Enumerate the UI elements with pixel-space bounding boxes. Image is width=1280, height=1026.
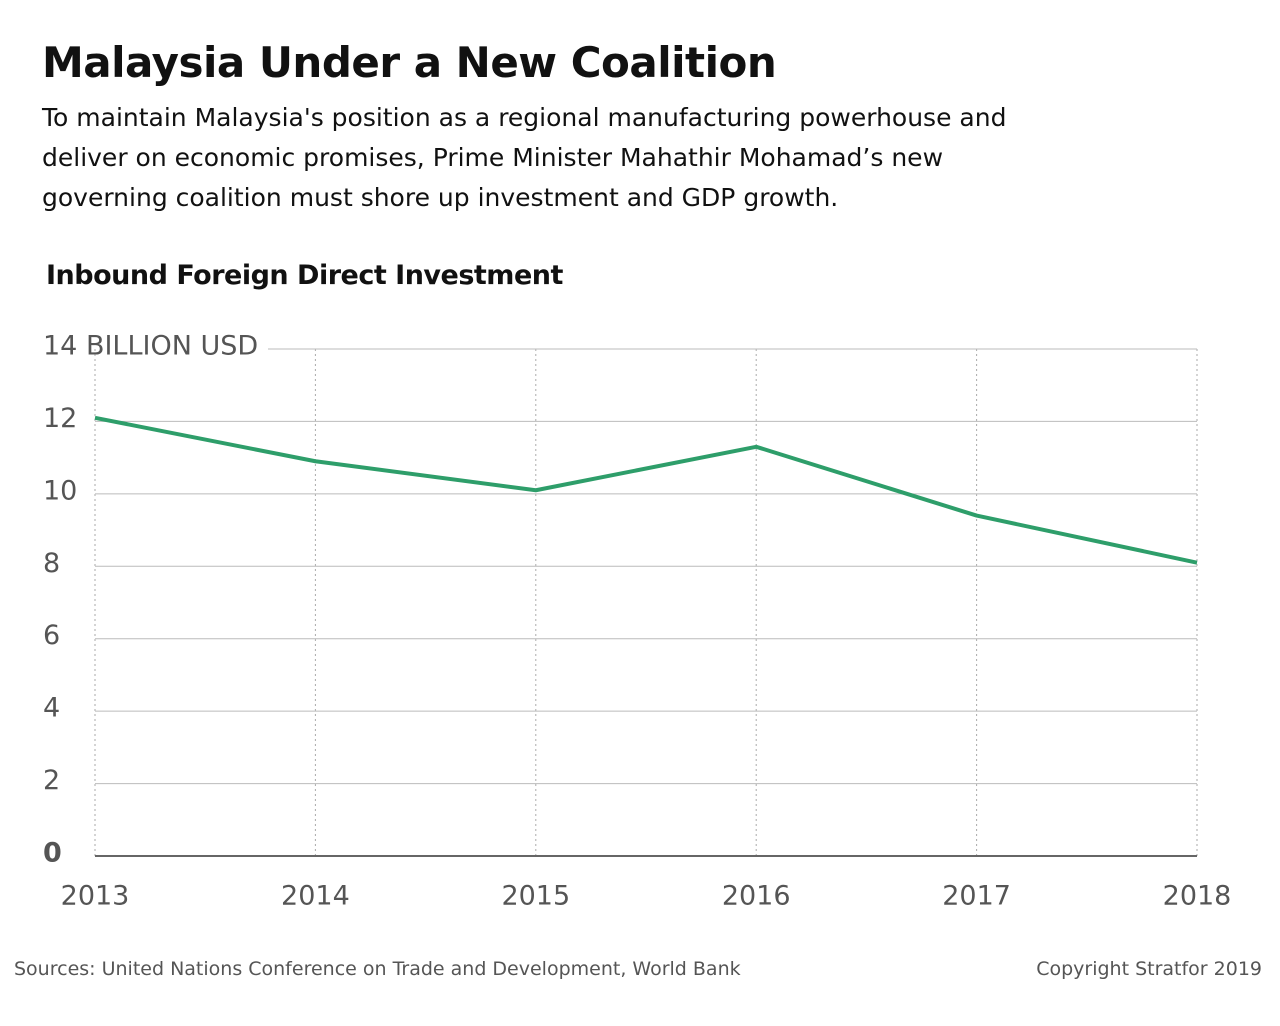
y-tick-label: 10 — [43, 475, 77, 506]
title: Malaysia Under a New Coalition — [42, 38, 777, 87]
chart-title: Inbound Foreign Direct Investment — [46, 260, 563, 291]
x-tick-label: 2013 — [61, 881, 130, 912]
y-tick-label: 4 — [43, 693, 60, 724]
subtitle: To maintain Malaysia's position as a reg… — [42, 103, 1007, 212]
x-tick-label: 2018 — [1163, 881, 1232, 912]
y-tick-label: 14 BILLION USD — [43, 331, 258, 362]
x-tick-label: 2015 — [501, 881, 570, 912]
y-tick-label: 6 — [43, 620, 60, 651]
y-tick-label: 8 — [43, 548, 60, 579]
x-tick-label: 2014 — [281, 881, 350, 912]
data-line — [94, 415, 1198, 565]
x-tick-label: 2017 — [942, 881, 1011, 912]
copyright: Copyright Stratfor 2019 — [1036, 958, 1262, 980]
y-tick-label: 0 — [43, 838, 62, 869]
x-tick-label: 2016 — [722, 881, 791, 912]
source: Sources: United Nations Conference on Tr… — [14, 958, 741, 980]
y-tick-label: 12 — [43, 403, 77, 434]
y-tick-label: 2 — [43, 765, 60, 796]
